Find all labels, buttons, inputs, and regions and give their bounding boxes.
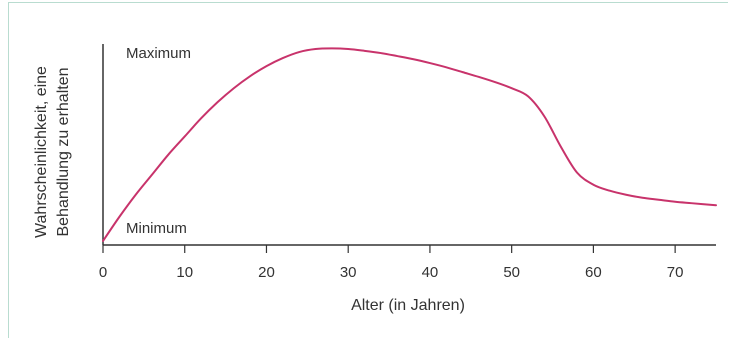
max-label: Maximum xyxy=(126,45,191,62)
x-tick-label: 10 xyxy=(176,264,193,281)
x-tick-label: 70 xyxy=(667,264,684,281)
x-tick-label: 20 xyxy=(258,264,275,281)
x-tick-label: 60 xyxy=(585,264,602,281)
y-axis-label-line2: Behandlung zu erhalten xyxy=(55,67,72,236)
x-tick-label: 0 xyxy=(99,264,107,281)
series-group xyxy=(102,47,717,242)
axes xyxy=(102,44,716,246)
x-axis-label: Alter (in Jahren) xyxy=(351,297,465,314)
x-tick-label: 40 xyxy=(422,264,439,281)
labels: Maximum Minimum Alter (in Jahren) Wahrsc… xyxy=(33,45,465,314)
min-label: Minimum xyxy=(126,220,187,237)
y-axis-label-line1: Wahrscheinlichkeit, eine xyxy=(33,66,50,238)
x-tick-label: 30 xyxy=(340,264,357,281)
figure-frame xyxy=(8,2,728,338)
series-line-0 xyxy=(102,47,717,242)
x-ticks: 0 10 20 30 40 50 60 70 xyxy=(99,245,684,281)
x-tick-label: 50 xyxy=(503,264,520,281)
